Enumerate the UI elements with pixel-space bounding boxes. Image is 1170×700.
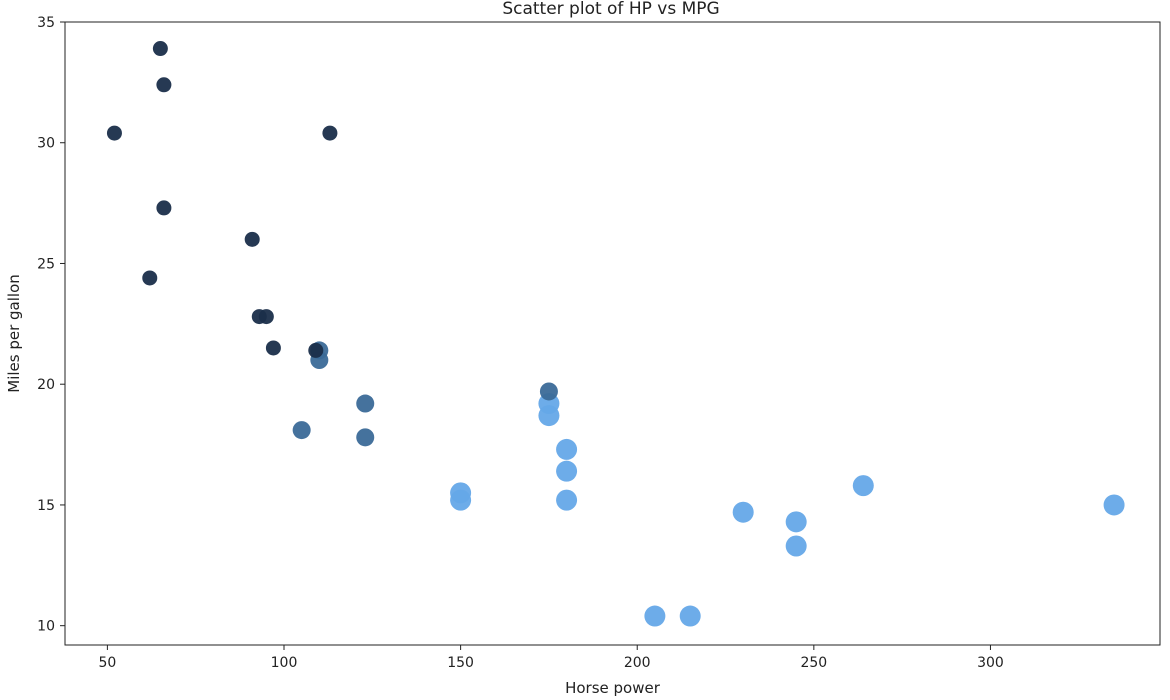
y-axis-label: Miles per gallon	[5, 274, 23, 393]
data-point	[785, 511, 807, 533]
data-point	[292, 421, 311, 440]
x-axis: 50 100 150 200 250 300	[98, 645, 1004, 671]
data-point	[258, 309, 274, 325]
data-point	[852, 475, 874, 497]
chart-title: Scatter plot of HP vs MPG	[502, 0, 719, 19]
x-tick-label: 100	[271, 655, 298, 671]
data-points	[106, 41, 1125, 627]
data-point	[644, 605, 666, 627]
data-point	[308, 342, 324, 358]
y-tick-label: 35	[37, 15, 55, 31]
data-point	[152, 41, 168, 57]
y-tick-label: 10	[37, 619, 55, 635]
data-point	[785, 535, 807, 557]
x-tick-label: 250	[800, 655, 827, 671]
y-tick-label: 25	[37, 256, 55, 272]
data-point	[356, 428, 375, 447]
data-point	[538, 405, 560, 427]
data-point	[1103, 494, 1125, 516]
data-point	[156, 77, 172, 93]
data-point	[142, 270, 158, 286]
data-point	[556, 489, 578, 511]
data-point	[556, 460, 578, 482]
data-point	[156, 200, 172, 216]
data-point	[322, 125, 338, 141]
x-tick-label: 50	[98, 655, 116, 671]
data-point	[265, 340, 281, 356]
y-tick-label: 20	[37, 377, 55, 393]
data-point	[732, 501, 754, 523]
y-tick-label: 15	[37, 498, 55, 514]
x-axis-label: Horse power	[565, 679, 661, 697]
y-tick-label: 30	[37, 136, 55, 152]
x-tick-label: 300	[977, 655, 1004, 671]
y-axis: 10 15 20 25 30 35	[37, 15, 65, 635]
data-point	[679, 605, 701, 627]
plot-frame	[64, 21, 1161, 646]
data-point	[450, 489, 472, 511]
data-point	[356, 394, 375, 413]
data-point	[244, 231, 260, 247]
x-tick-label: 200	[624, 655, 651, 671]
data-point	[106, 125, 122, 141]
data-point	[539, 382, 558, 401]
x-tick-label: 150	[447, 655, 474, 671]
data-point	[556, 438, 578, 460]
